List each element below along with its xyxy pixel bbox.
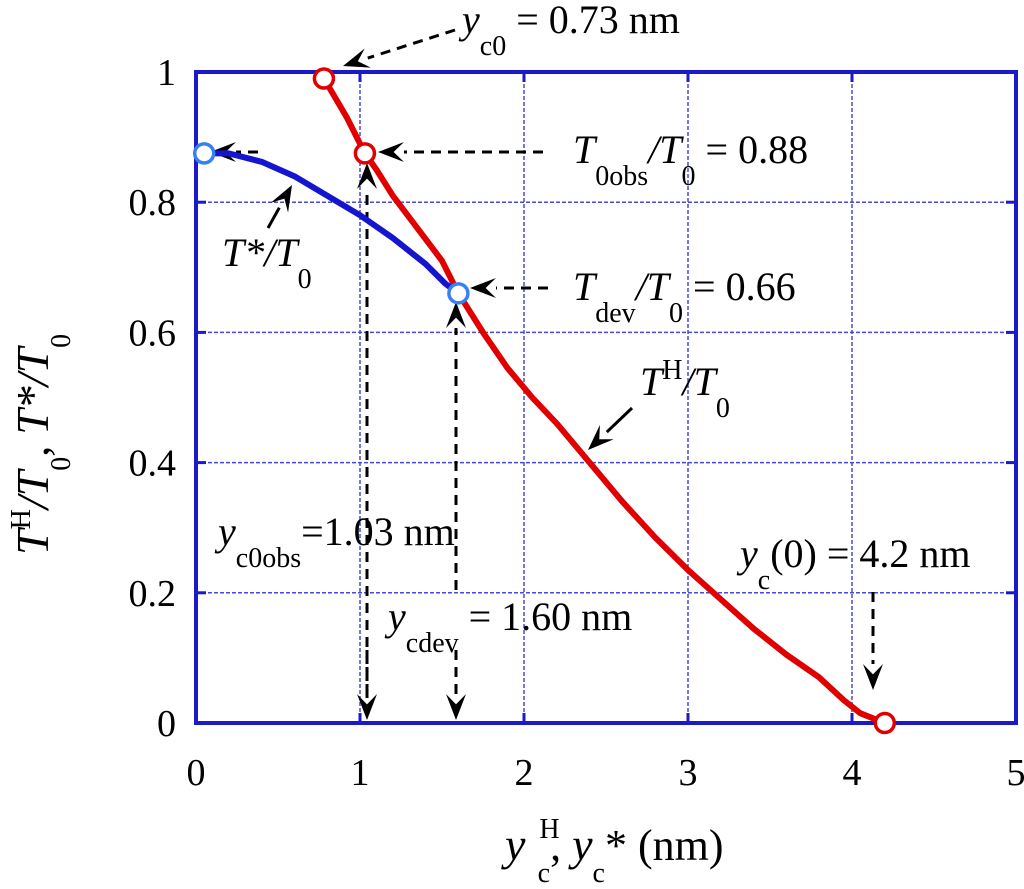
annotation-tstar: T*/T0	[222, 230, 312, 295]
arrow-x-1	[357, 650, 377, 720]
annotation-th: TH/T0	[640, 355, 730, 424]
y-tick-label: 0.6	[129, 312, 177, 354]
y-tick-label: 0.8	[129, 182, 177, 224]
tick-labels: 0 1 2 3 4 5 0 0.2 0.4 0.6 0.8 1	[129, 52, 1024, 794]
arrow-t0obs-v	[357, 163, 377, 715]
annotation-t0obs: T0obs/T0 = 0.88	[573, 127, 808, 192]
annotation-yc0obs: yc0obs=1.03 nm	[214, 509, 455, 574]
data-markers	[192, 67, 897, 735]
y-tick-label: 0	[157, 703, 176, 745]
arrow-t0obs-h	[378, 142, 543, 162]
x-tick-label: 0	[187, 752, 206, 794]
x-tick-label: 5	[1007, 752, 1024, 794]
data-marker-1	[353, 142, 377, 165]
arrow-tstar-label	[266, 185, 292, 229]
arrow-x-160	[446, 650, 466, 720]
y-tick-label: 0.2	[129, 573, 177, 615]
y-axis-label: TH/T0, T*/T0	[6, 334, 77, 555]
axes-box	[194, 70, 1018, 725]
y-tick-label: 0.4	[129, 443, 177, 485]
x-tick-label: 1	[351, 752, 370, 794]
arrow-yc0	[343, 28, 456, 68]
series-line-1	[201, 150, 462, 297]
arrow-yc-zero	[863, 592, 883, 690]
arrow-tdev-h	[470, 278, 548, 298]
arrow-th	[588, 406, 634, 450]
x-tick-label: 3	[679, 752, 698, 794]
x-tick-label: 2	[515, 752, 534, 794]
grid	[196, 72, 1016, 723]
annotation-yc-zero: yc(0) = 4.2 nm	[736, 531, 971, 596]
data-marker-2	[873, 711, 897, 735]
y-tick-label: 1	[157, 52, 176, 94]
annotation-yc0: yc0 = 0.73 nm	[458, 0, 680, 62]
data-marker-0	[312, 67, 336, 90]
annotation-tdev: Tdev/T0 = 0.66	[573, 264, 796, 329]
plot-frame	[194, 70, 1018, 725]
arrow-tdev-v	[446, 302, 466, 590]
x-tick-label: 4	[843, 752, 862, 794]
annotation-ycdev: ycdev = 1.60 nm	[384, 594, 632, 659]
data-marker-3	[192, 142, 216, 165]
annotation-labels: yc0 = 0.73 nm T0obs/T0 = 0.88 Tdev/T0 = …	[6, 0, 971, 889]
data-marker-4	[447, 282, 470, 305]
